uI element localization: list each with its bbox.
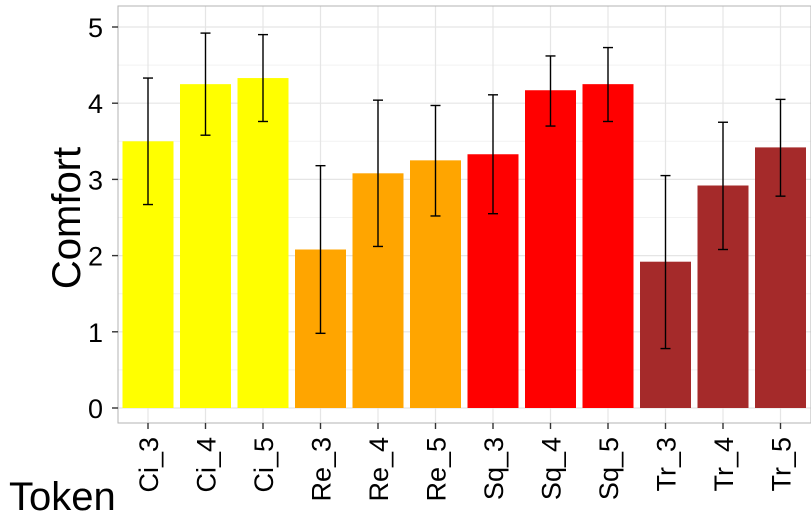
- error-bar: [200, 32, 211, 136]
- error-bar: [603, 46, 613, 123]
- x-tick-label: Sq_4: [537, 437, 567, 500]
- x-axis-title: Token: [9, 475, 116, 519]
- y-tick-label: 3: [88, 165, 103, 195]
- y-tick-label: 1: [88, 318, 103, 348]
- error-bar: [430, 104, 441, 217]
- error-bar: [718, 121, 728, 251]
- plot-panel: [118, 6, 811, 423]
- error-bar: [660, 174, 671, 350]
- x-axis: Ci_3 Ci_4 Ci_5 Re_3 Re_4 Re_5 Sq_3 Sq_4 Sq_5 Tr_3…: [134, 423, 797, 502]
- x-tick-label: Sq_5: [594, 437, 624, 500]
- y-tick-label: 2: [88, 242, 103, 272]
- bar-ci-4: [180, 84, 231, 409]
- x-tick-label: Tr_4: [709, 437, 739, 492]
- y-axis-title: Comfort: [45, 147, 89, 289]
- x-tick-label: Re_5: [422, 437, 452, 502]
- x-tick-label: Tr_5: [767, 437, 797, 492]
- error-bars-group: [143, 32, 786, 350]
- y-tick-label: 5: [88, 13, 103, 43]
- error-bar: [315, 164, 326, 335]
- y-tick-label: 0: [88, 394, 103, 424]
- y-tick-label: 4: [88, 89, 103, 119]
- error-bar: [545, 55, 556, 127]
- x-tick-label: Ci_5: [249, 437, 279, 493]
- error-bar: [373, 99, 383, 248]
- bar-ci-5: [237, 78, 289, 408]
- y-axis: 0 1 2 3 4 5: [88, 13, 118, 424]
- error-bar: [488, 94, 498, 215]
- x-tick-label: Sq_3: [479, 437, 509, 500]
- plot-panel-border: [117, 5, 811, 424]
- x-tick-label: Ci_4: [192, 437, 222, 493]
- x-tick-label: Tr_3: [652, 437, 682, 492]
- x-tick-label: Ci_3: [134, 437, 164, 493]
- bar-sq-5: [582, 84, 634, 409]
- error-bar: [775, 98, 786, 197]
- x-tick-label: Re_4: [364, 437, 394, 502]
- error-bar: [143, 77, 153, 206]
- bar-sq-4: [525, 90, 576, 408]
- error-bar: [258, 33, 268, 123]
- x-tick-label: Re_3: [307, 437, 337, 502]
